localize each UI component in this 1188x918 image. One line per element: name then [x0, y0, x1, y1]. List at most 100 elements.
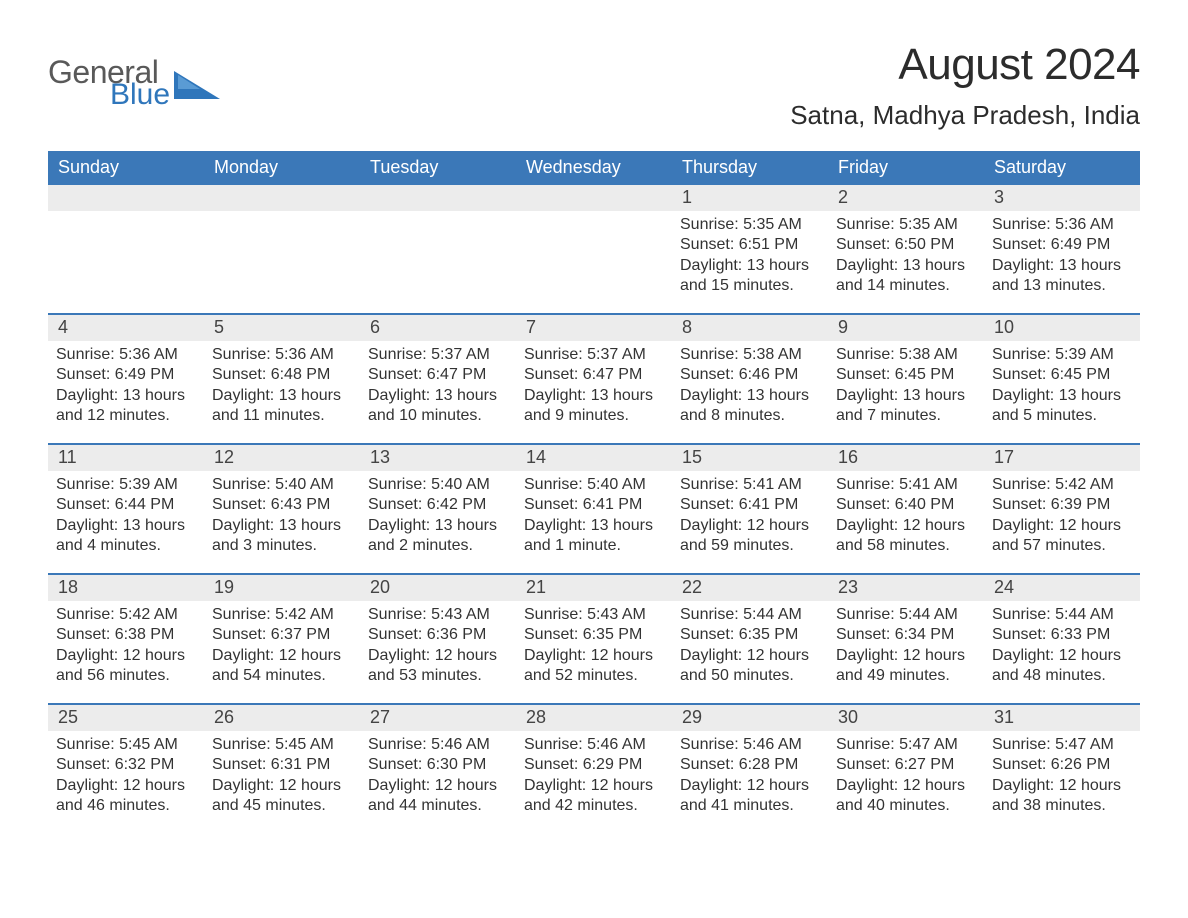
sunrise-line: Sunrise: 5:41 AM	[836, 475, 976, 495]
sunset-line: Sunset: 6:37 PM	[212, 625, 352, 645]
day-info: Sunrise: 5:36 AMSunset: 6:48 PMDaylight:…	[212, 345, 352, 427]
sunrise-line: Sunrise: 5:39 AM	[56, 475, 196, 495]
sunrise-line: Sunrise: 5:35 AM	[680, 215, 820, 235]
sunset-line: Sunset: 6:39 PM	[992, 495, 1132, 515]
sunrise-line: Sunrise: 5:45 AM	[212, 735, 352, 755]
day-cell: 22Sunrise: 5:44 AMSunset: 6:35 PMDayligh…	[672, 575, 828, 703]
day-number: 23	[828, 575, 984, 601]
sunrise-line: Sunrise: 5:46 AM	[680, 735, 820, 755]
sunset-line: Sunset: 6:32 PM	[56, 755, 196, 775]
sunset-line: Sunset: 6:30 PM	[368, 755, 508, 775]
weekday-header: Thursday	[672, 151, 828, 185]
day-number	[48, 185, 204, 211]
day-info: Sunrise: 5:47 AMSunset: 6:27 PMDaylight:…	[836, 735, 976, 817]
daylight-line: Daylight: 12 hours and 46 minutes.	[56, 776, 196, 817]
day-cell: 28Sunrise: 5:46 AMSunset: 6:29 PMDayligh…	[516, 705, 672, 833]
location-subtitle: Satna, Madhya Pradesh, India	[790, 100, 1140, 131]
calendar: SundayMondayTuesdayWednesdayThursdayFrid…	[48, 151, 1140, 833]
logo-triangle-icon	[174, 71, 220, 99]
sunset-line: Sunset: 6:50 PM	[836, 235, 976, 255]
day-cell: 7 Sunrise: 5:37 AMSunset: 6:47 PMDaylight…	[516, 315, 672, 443]
logo: General Blue	[48, 58, 220, 108]
day-number: 25	[48, 705, 204, 731]
sunrise-line: Sunrise: 5:37 AM	[368, 345, 508, 365]
day-info: Sunrise: 5:40 AMSunset: 6:42 PMDaylight:…	[368, 475, 508, 557]
sunrise-line: Sunrise: 5:40 AM	[524, 475, 664, 495]
weekday-header: Sunday	[48, 151, 204, 185]
day-cell: 23 Sunrise: 5:44 AMSunset: 6:34 PMDayligh…	[828, 575, 984, 703]
title-block: August 2024 Satna, Madhya Pradesh, India	[790, 40, 1140, 145]
day-info: Sunrise: 5:38 AMSunset: 6:45 PMDaylight:…	[836, 345, 976, 427]
day-cell: 6 Sunrise: 5:37 AMSunset: 6:47 PMDaylight…	[360, 315, 516, 443]
sunrise-line: Sunrise: 5:42 AM	[992, 475, 1132, 495]
weekday-header-row: SundayMondayTuesdayWednesdayThursdayFrid…	[48, 151, 1140, 185]
month-title: August 2024	[790, 40, 1140, 90]
day-cell: 2Sunrise: 5:35 AMSunset: 6:50 PMDaylight…	[828, 185, 984, 313]
day-info: Sunrise: 5:41 AMSunset: 6:40 PMDaylight:…	[836, 475, 976, 557]
daylight-line: Daylight: 13 hours and 8 minutes.	[680, 386, 820, 427]
day-number: 14	[516, 445, 672, 471]
sunrise-line: Sunrise: 5:38 AM	[836, 345, 976, 365]
day-number: 10	[984, 315, 1140, 341]
day-number	[204, 185, 360, 211]
sunset-line: Sunset: 6:43 PM	[212, 495, 352, 515]
day-info: Sunrise: 5:45 AMSunset: 6:32 PMDaylight:…	[56, 735, 196, 817]
day-info: Sunrise: 5:37 AMSunset: 6:47 PMDaylight:…	[524, 345, 664, 427]
sunset-line: Sunset: 6:27 PM	[836, 755, 976, 775]
day-info: Sunrise: 5:42 AMSunset: 6:37 PMDaylight:…	[212, 605, 352, 687]
daylight-line: Daylight: 12 hours and 44 minutes.	[368, 776, 508, 817]
sunrise-line: Sunrise: 5:46 AM	[524, 735, 664, 755]
day-number: 16	[828, 445, 984, 471]
sunset-line: Sunset: 6:41 PM	[524, 495, 664, 515]
daylight-line: Daylight: 13 hours and 13 minutes.	[992, 256, 1132, 297]
daylight-line: Daylight: 13 hours and 3 minutes.	[212, 516, 352, 557]
day-info: Sunrise: 5:43 AMSunset: 6:35 PMDaylight:…	[524, 605, 664, 687]
daylight-line: Daylight: 13 hours and 14 minutes.	[836, 256, 976, 297]
day-number: 7	[516, 315, 672, 341]
sunrise-line: Sunrise: 5:44 AM	[836, 605, 976, 625]
day-cell: 31Sunrise: 5:47 AMSunset: 6:26 PMDayligh…	[984, 705, 1140, 833]
day-cell: 13Sunrise: 5:40 AMSunset: 6:42 PMDayligh…	[360, 445, 516, 573]
day-info: Sunrise: 5:42 AMSunset: 6:39 PMDaylight:…	[992, 475, 1132, 557]
daylight-line: Daylight: 13 hours and 10 minutes.	[368, 386, 508, 427]
sunset-line: Sunset: 6:38 PM	[56, 625, 196, 645]
daylight-line: Daylight: 13 hours and 1 minute.	[524, 516, 664, 557]
day-info: Sunrise: 5:42 AMSunset: 6:38 PMDaylight:…	[56, 605, 196, 687]
day-cell: 27Sunrise: 5:46 AMSunset: 6:30 PMDayligh…	[360, 705, 516, 833]
day-number: 26	[204, 705, 360, 731]
sunset-line: Sunset: 6:40 PM	[836, 495, 976, 515]
day-info: Sunrise: 5:39 AMSunset: 6:45 PMDaylight:…	[992, 345, 1132, 427]
day-info: Sunrise: 5:36 AMSunset: 6:49 PMDaylight:…	[992, 215, 1132, 297]
daylight-line: Daylight: 12 hours and 48 minutes.	[992, 646, 1132, 687]
day-number: 15	[672, 445, 828, 471]
header: General Blue August 2024 Satna, Madhya P…	[48, 40, 1140, 145]
sunset-line: Sunset: 6:51 PM	[680, 235, 820, 255]
daylight-line: Daylight: 12 hours and 59 minutes.	[680, 516, 820, 557]
day-cell: 4Sunrise: 5:36 AMSunset: 6:49 PMDaylight…	[48, 315, 204, 443]
day-number	[360, 185, 516, 211]
day-number: 20	[360, 575, 516, 601]
day-number: 5	[204, 315, 360, 341]
day-cell-empty	[204, 185, 360, 313]
daylight-line: Daylight: 13 hours and 11 minutes.	[212, 386, 352, 427]
sunset-line: Sunset: 6:28 PM	[680, 755, 820, 775]
sunset-line: Sunset: 6:35 PM	[524, 625, 664, 645]
day-info: Sunrise: 5:44 AMSunset: 6:34 PMDaylight:…	[836, 605, 976, 687]
daylight-line: Daylight: 12 hours and 54 minutes.	[212, 646, 352, 687]
weekday-header: Tuesday	[360, 151, 516, 185]
sunrise-line: Sunrise: 5:42 AM	[56, 605, 196, 625]
day-cell: 5 Sunrise: 5:36 AMSunset: 6:48 PMDaylight…	[204, 315, 360, 443]
daylight-line: Daylight: 13 hours and 7 minutes.	[836, 386, 976, 427]
sunrise-line: Sunrise: 5:40 AM	[368, 475, 508, 495]
daylight-line: Daylight: 12 hours and 50 minutes.	[680, 646, 820, 687]
day-number: 6	[360, 315, 516, 341]
sunset-line: Sunset: 6:48 PM	[212, 365, 352, 385]
sunrise-line: Sunrise: 5:36 AM	[56, 345, 196, 365]
sunset-line: Sunset: 6:44 PM	[56, 495, 196, 515]
sunset-line: Sunset: 6:46 PM	[680, 365, 820, 385]
day-info: Sunrise: 5:37 AMSunset: 6:47 PMDaylight:…	[368, 345, 508, 427]
daylight-line: Daylight: 12 hours and 58 minutes.	[836, 516, 976, 557]
sunset-line: Sunset: 6:45 PM	[992, 365, 1132, 385]
sunset-line: Sunset: 6:45 PM	[836, 365, 976, 385]
daylight-line: Daylight: 13 hours and 2 minutes.	[368, 516, 508, 557]
